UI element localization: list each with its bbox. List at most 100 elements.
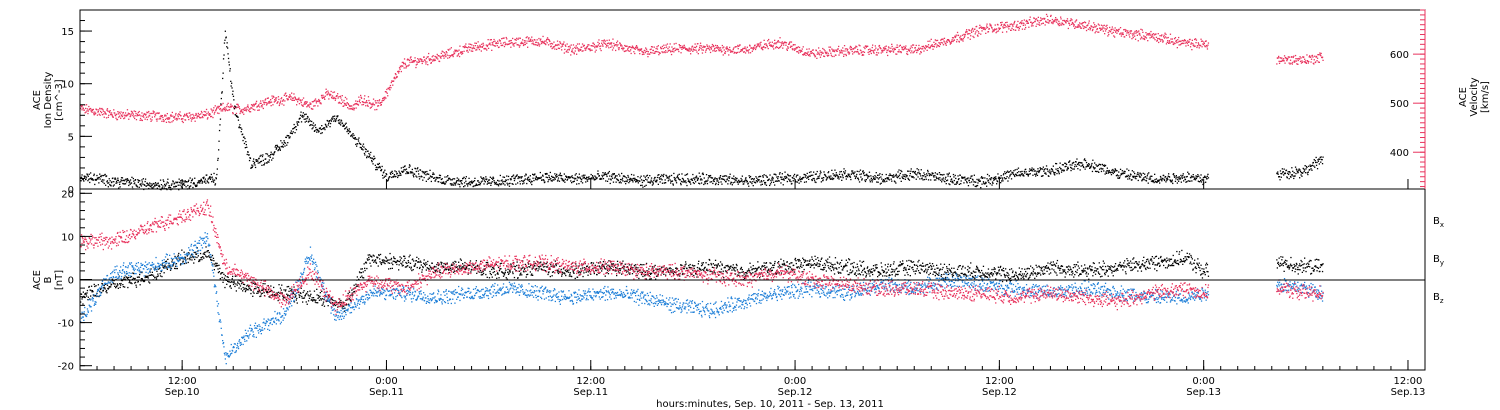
data-point <box>420 58 422 60</box>
data-point <box>213 107 215 109</box>
data-point <box>729 173 731 175</box>
data-point <box>87 180 89 182</box>
data-point <box>894 175 896 177</box>
data-point <box>567 51 569 53</box>
data-point <box>1078 161 1080 164</box>
data-point <box>365 148 367 151</box>
data-point <box>1135 178 1137 180</box>
data-point <box>314 99 316 101</box>
data-point <box>207 182 210 184</box>
data-point <box>365 105 367 107</box>
data-point <box>227 47 229 49</box>
data-point <box>757 179 759 182</box>
data-point <box>708 175 710 177</box>
data-point <box>441 182 443 185</box>
data-point <box>183 181 185 183</box>
data-point <box>868 53 870 55</box>
data-point <box>1200 38 1202 40</box>
data-point <box>421 59 423 61</box>
data-point <box>1279 60 1282 63</box>
data-point <box>1074 164 1076 166</box>
data-point <box>1121 172 1123 175</box>
data-point <box>585 177 587 179</box>
data-point <box>1076 158 1078 160</box>
data-point <box>745 48 747 50</box>
data-point <box>741 175 743 177</box>
data-point <box>460 51 462 54</box>
data-point <box>775 43 777 45</box>
data-point <box>378 99 381 101</box>
data-point <box>905 48 907 50</box>
data-point <box>330 90 332 93</box>
data-point <box>270 153 272 156</box>
data-point <box>827 172 829 174</box>
data-point <box>961 176 963 178</box>
data-point <box>1096 165 1099 167</box>
data-point <box>936 177 938 179</box>
data-point <box>903 175 906 178</box>
data-point <box>1167 175 1169 177</box>
data-point <box>309 120 311 122</box>
data-point <box>791 45 793 48</box>
data-point <box>218 149 220 151</box>
data-point <box>406 59 408 61</box>
data-point <box>1157 179 1159 181</box>
data-point <box>1047 19 1049 21</box>
data-point <box>362 103 365 106</box>
data-point <box>1205 40 1207 42</box>
data-point <box>1123 29 1125 31</box>
data-point <box>495 181 497 184</box>
data-point <box>571 50 573 53</box>
data-point <box>186 181 188 183</box>
data-point <box>480 46 482 48</box>
data-point <box>598 42 600 45</box>
data-point <box>887 177 889 179</box>
data-point <box>146 111 148 113</box>
data-point <box>831 48 833 50</box>
data-point <box>997 30 1000 32</box>
data-point <box>949 183 951 186</box>
data-point <box>106 181 108 183</box>
data-point <box>401 61 403 64</box>
data-point <box>179 181 181 184</box>
data-point <box>856 50 858 53</box>
data-point <box>126 109 129 111</box>
data-point <box>500 42 502 44</box>
data-point <box>715 178 718 180</box>
data-point <box>1059 166 1061 169</box>
data-point <box>461 53 463 55</box>
data-point <box>164 183 166 186</box>
data-point <box>907 170 909 172</box>
data-point <box>1072 22 1074 24</box>
data-point <box>673 172 675 175</box>
data-point <box>99 107 101 109</box>
data-point <box>521 41 523 43</box>
data-point <box>595 45 597 47</box>
data-point <box>345 103 347 105</box>
data-point <box>1292 61 1294 64</box>
data-point <box>649 182 651 184</box>
data-point <box>88 105 90 108</box>
data-point <box>389 89 391 91</box>
data-point <box>344 104 346 106</box>
data-point <box>919 178 921 180</box>
data-point <box>108 114 110 116</box>
data-point <box>251 107 253 109</box>
data-point <box>908 170 910 172</box>
data-point <box>815 173 817 175</box>
data-point <box>710 47 712 49</box>
data-point <box>129 115 132 117</box>
data-point <box>202 116 204 119</box>
data-point <box>484 181 486 183</box>
data-point <box>327 120 329 122</box>
data-point <box>1075 165 1078 167</box>
data-point <box>110 114 112 116</box>
data-point <box>687 180 689 183</box>
data-point <box>1289 63 1291 65</box>
data-point <box>463 46 466 49</box>
data-point <box>247 104 249 106</box>
data-point <box>345 122 347 124</box>
data-point <box>194 117 196 119</box>
data-point <box>1133 175 1135 177</box>
data-point <box>498 46 500 48</box>
